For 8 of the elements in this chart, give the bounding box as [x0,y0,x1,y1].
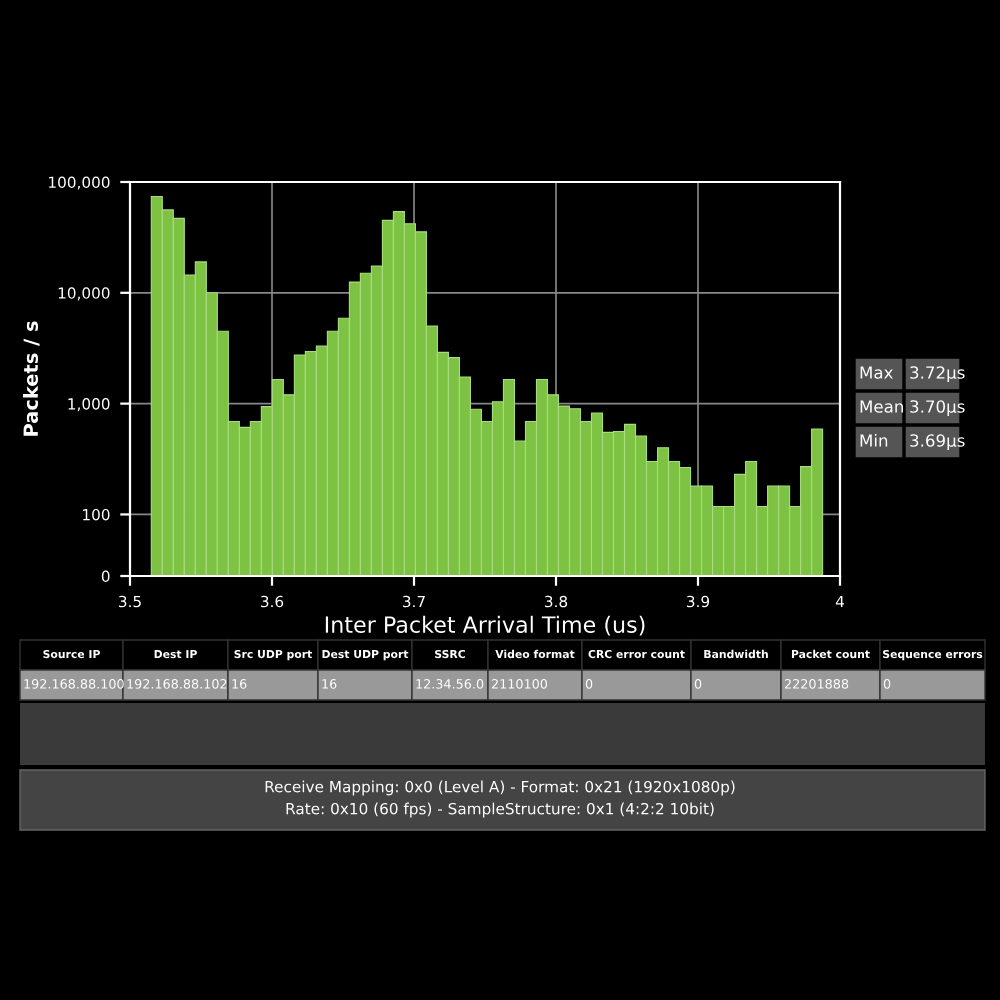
text: Min [860,433,888,447]
y-axis-title: Packets / s [23,321,40,436]
x-axis-title: Inter Packet Arrival Time (us) [325,615,645,636]
text: 3.72μs [910,366,965,383]
text: 3.69μs [910,434,965,451]
text: Max [860,366,893,379]
text: 3.70μs [910,400,965,417]
text: Mean [860,400,903,413]
